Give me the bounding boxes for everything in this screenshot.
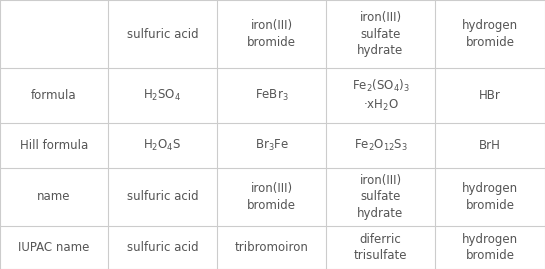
Text: hydrogen
bromide: hydrogen bromide (462, 19, 518, 49)
Text: FeBr$_3$: FeBr$_3$ (255, 88, 288, 103)
Text: H$_2$O$_4$S: H$_2$O$_4$S (143, 138, 181, 153)
Text: iron(III)
bromide: iron(III) bromide (247, 182, 296, 212)
Text: H$_2$SO$_4$: H$_2$SO$_4$ (143, 88, 181, 103)
Text: diferric
trisulfate: diferric trisulfate (354, 233, 407, 262)
Text: iron(III)
sulfate
hydrate: iron(III) sulfate hydrate (358, 11, 404, 57)
Text: Br$_3$Fe: Br$_3$Fe (255, 138, 288, 153)
Text: tribromoiron: tribromoiron (234, 241, 308, 254)
Text: hydrogen
bromide: hydrogen bromide (462, 182, 518, 212)
Text: Fe$_2$O$_{12}$S$_3$: Fe$_2$O$_{12}$S$_3$ (354, 138, 408, 153)
Text: sulfuric acid: sulfuric acid (126, 27, 198, 41)
Text: name: name (37, 190, 71, 204)
Text: HBr: HBr (479, 89, 501, 102)
Text: IUPAC name: IUPAC name (19, 241, 90, 254)
Text: sulfuric acid: sulfuric acid (126, 241, 198, 254)
Text: Fe$_2$(SO$_4$)$_3$
·xH$_2$O: Fe$_2$(SO$_4$)$_3$ ·xH$_2$O (352, 78, 409, 113)
Text: BrH: BrH (479, 139, 501, 152)
Text: formula: formula (31, 89, 77, 102)
Text: iron(III)
bromide: iron(III) bromide (247, 19, 296, 49)
Text: iron(III)
sulfate
hydrate: iron(III) sulfate hydrate (358, 174, 404, 220)
Text: hydrogen
bromide: hydrogen bromide (462, 233, 518, 262)
Text: Hill formula: Hill formula (20, 139, 88, 152)
Text: sulfuric acid: sulfuric acid (126, 190, 198, 204)
